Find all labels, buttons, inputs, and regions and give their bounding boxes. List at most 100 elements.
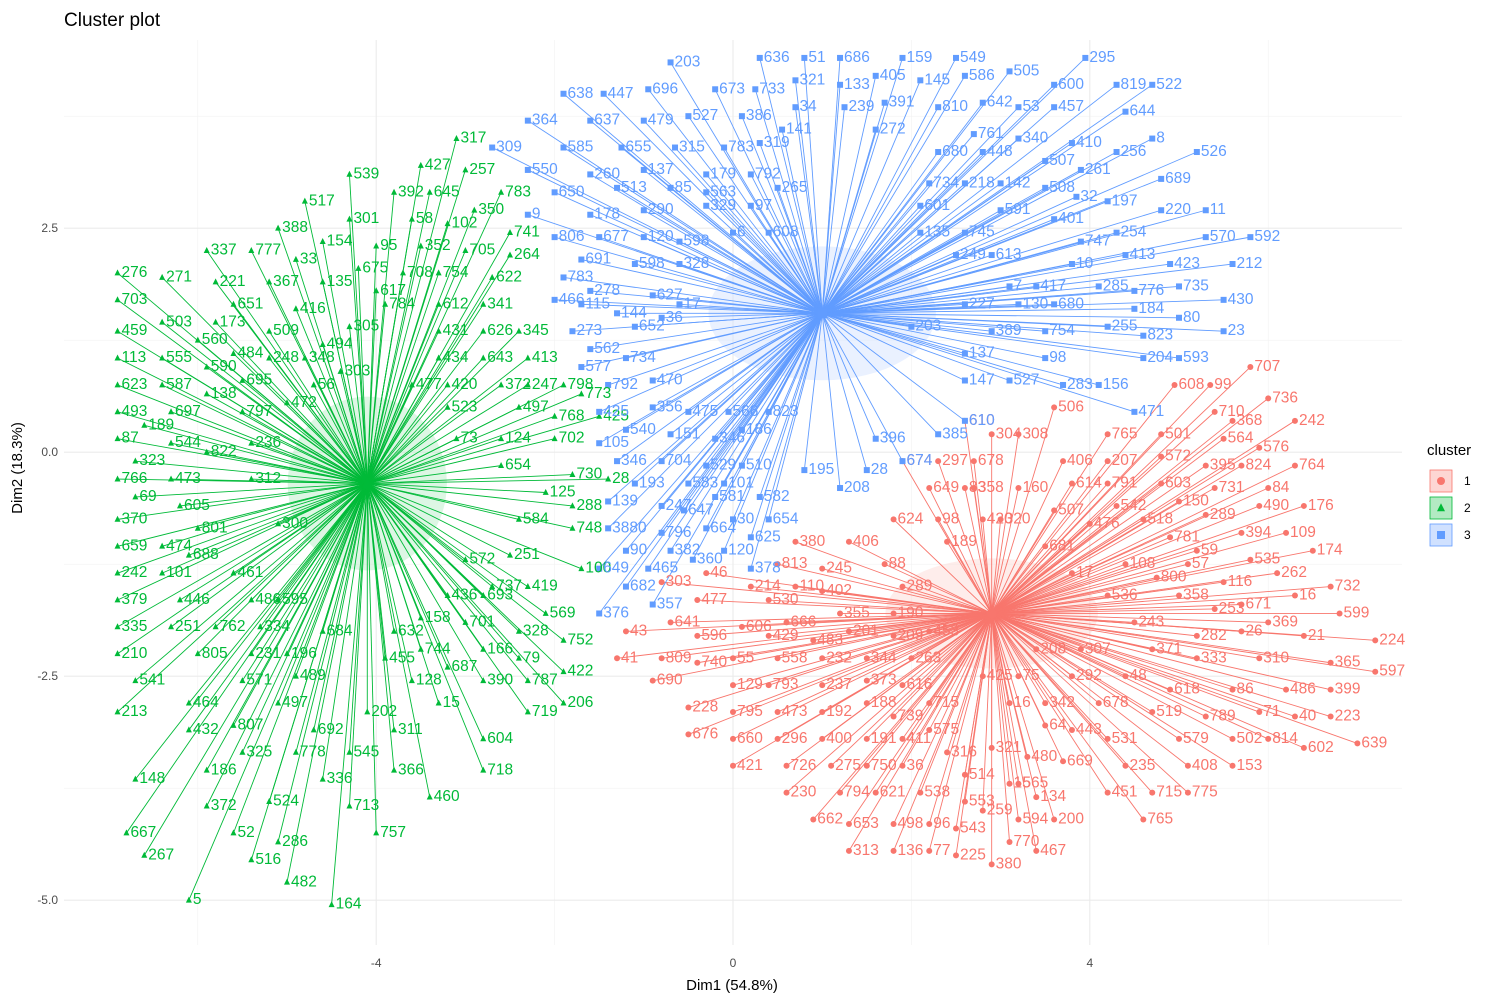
cluster-3-segment	[759, 313, 823, 498]
cluster-3-marker	[1051, 81, 1058, 88]
cluster-2-marker	[194, 336, 201, 343]
cluster-3-marker	[1051, 301, 1058, 308]
cluster-3-segment	[750, 174, 823, 314]
cluster-1-point-label: 209	[898, 627, 924, 644]
cluster-2-point-label: 231	[255, 645, 281, 662]
cluster-2-point-label: 784	[389, 295, 415, 312]
cluster-1-segment	[902, 586, 992, 614]
cluster-3-point-label: 747	[1085, 233, 1111, 250]
cluster-1-segment	[991, 613, 1100, 704]
cluster-2-marker	[515, 403, 522, 410]
cluster-3-point-label: 625	[755, 528, 781, 545]
cluster-1-segment	[830, 613, 992, 767]
cluster-2-marker	[524, 677, 531, 684]
cluster-2-segment	[197, 483, 368, 655]
cluster-2-segment	[170, 483, 368, 628]
cluster-1-segment	[991, 613, 1296, 717]
centroid-segments	[117, 57, 1376, 905]
cluster-3-point-label: 745	[969, 224, 995, 241]
cluster-3-point-label: 581	[719, 488, 745, 505]
cluster-2-point-label: 486	[255, 591, 281, 608]
cluster-1-point-label: 406	[853, 533, 879, 550]
cluster-3-marker	[765, 229, 772, 236]
cluster-2-segment	[161, 483, 368, 574]
cluster-3-point-label: 328	[683, 255, 709, 272]
cluster-3-point-label: 295	[1089, 49, 1115, 66]
cluster-3-segment	[732, 313, 823, 520]
cluster-2-marker	[159, 354, 166, 361]
cluster-1-point-label: 208	[1040, 640, 1066, 657]
cluster-2-marker	[319, 278, 326, 285]
cluster-3-segment	[821, 183, 966, 314]
cluster-2-marker	[507, 551, 513, 558]
cluster-3-point-label: 563	[710, 183, 736, 200]
cluster-1-marker	[908, 655, 915, 662]
cluster-1-segment	[991, 532, 1242, 614]
cluster-1-point-label: 43	[630, 622, 647, 639]
cluster-2-segment	[366, 290, 377, 484]
cluster-3-segment	[822, 312, 1224, 332]
cluster-1-point-label: 420	[987, 510, 1013, 527]
cluster-3-marker	[712, 493, 719, 500]
cluster-3-marker	[756, 140, 763, 147]
cluster-2-point-label: 544	[175, 434, 201, 451]
cluster-2-marker	[114, 269, 121, 276]
cluster-2-segment	[135, 460, 368, 484]
cluster-1-marker	[997, 516, 1004, 523]
cluster-1-point-label: 71	[1263, 703, 1280, 720]
cluster-2-segment	[357, 268, 368, 484]
cluster-1-point-label: 641	[675, 613, 701, 630]
cluster-2-marker	[408, 215, 415, 222]
cluster-2-marker	[185, 699, 192, 706]
cluster-3-marker	[667, 184, 674, 191]
cluster-2-segment	[366, 272, 440, 484]
cluster-1-segment	[991, 613, 1082, 650]
cluster-2-segment	[322, 281, 368, 484]
cluster-3-segment	[643, 209, 823, 314]
cluster-1-point-label: 558	[782, 649, 808, 666]
cluster-3-marker	[1131, 408, 1138, 415]
cluster-2-point-label: 416	[300, 300, 326, 317]
cluster-3-segment	[728, 312, 823, 413]
cluster-2-marker	[203, 766, 210, 773]
cluster-1-segment	[786, 613, 992, 794]
cluster-1-marker	[738, 623, 745, 630]
cluster-1-segment	[991, 613, 1010, 842]
cluster-1-segment	[991, 586, 1331, 614]
cluster-1-marker	[1229, 735, 1236, 742]
cluster-1-marker	[1068, 673, 1075, 680]
cluster-2-marker	[194, 524, 201, 531]
cluster-3-point-label: 273	[576, 322, 602, 339]
cluster-2-point-label: 555	[166, 349, 192, 366]
cluster-3-segment	[821, 57, 957, 314]
cluster-2-point-label: 605	[184, 497, 210, 514]
cluster-3-point-label: 364	[532, 112, 558, 129]
cluster-3-point-label: 265	[782, 179, 808, 196]
cluster-2-marker	[480, 735, 487, 742]
cluster-3-marker	[792, 77, 799, 84]
cluster-1-point-label: 365	[1335, 654, 1361, 671]
cluster-1-marker	[1238, 628, 1245, 635]
cluster-1-point-label: 400	[826, 730, 852, 747]
cluster-1-segment	[991, 613, 1358, 744]
cluster-3-point-label: 133	[844, 76, 870, 93]
cluster-2-marker	[560, 699, 567, 706]
cluster-2-marker	[507, 251, 513, 258]
cluster-2-segment	[117, 483, 368, 601]
cluster-2-segment	[206, 483, 368, 807]
cluster-3-marker	[1104, 198, 1111, 205]
cluster-3-point-label: 203	[675, 53, 701, 70]
cluster-1-segment	[848, 613, 993, 852]
cluster-3-segment	[822, 312, 992, 332]
cluster-3-marker	[1015, 104, 1022, 111]
cluster-3-point-label: 36	[666, 309, 683, 326]
cluster-2-marker	[230, 829, 237, 836]
cluster-3-marker	[917, 77, 924, 84]
cluster-1-marker	[1211, 485, 1218, 492]
cluster-3-point-label: 540	[630, 421, 656, 438]
cluster-2-segment	[250, 483, 368, 861]
cluster-1-point-label: 358	[1183, 587, 1209, 604]
cluster-1-segment	[812, 613, 993, 820]
cluster-3-marker	[587, 211, 594, 218]
y-tick-label: 0.0	[41, 445, 58, 459]
